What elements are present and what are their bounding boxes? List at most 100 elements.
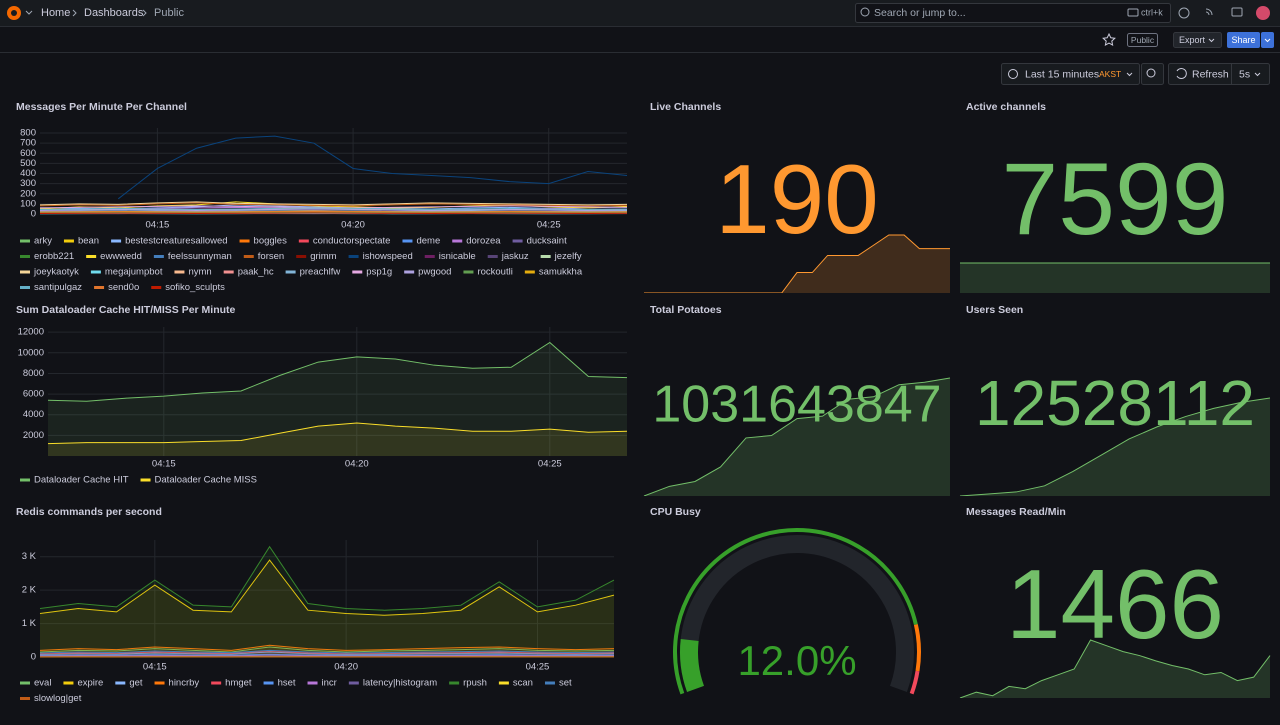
legend-label[interactable]: ishowspeed [363, 251, 413, 262]
series-line [40, 212, 627, 213]
legend-label[interactable]: conductorspectate [313, 236, 391, 247]
y-tick-label: 8000 [23, 368, 44, 379]
refresh-interval[interactable]: 5s [1239, 68, 1250, 80]
legend-label[interactable]: preachlfw [300, 267, 341, 278]
y-tick-label: 500 [20, 158, 36, 169]
legend-label[interactable]: expire [77, 678, 103, 689]
search-placeholder: Search or jump to... [874, 7, 966, 19]
y-tick-label: 3 K [22, 551, 37, 562]
legend-label[interactable]: grimm [310, 251, 336, 262]
legend-label[interactable]: hmget [225, 678, 252, 689]
x-tick-label: 04:15 [143, 662, 167, 673]
y-tick-label: 800 [20, 128, 36, 139]
legend-label[interactable]: bean [78, 236, 99, 247]
sparkline-area [960, 263, 1270, 293]
legend-label[interactable]: jaskuz [501, 251, 529, 262]
time-range[interactable]: Last 15 minutes [1025, 68, 1099, 80]
legend-label[interactable]: feelssunnyman [168, 251, 232, 262]
panel-title: Sum Dataloader Cache HIT/MISS Per Minute [16, 304, 236, 316]
search-shortcut: ctrl+k [1141, 7, 1163, 17]
panel-title: Total Potatoes [650, 304, 722, 316]
public-badge-label: Public [1131, 35, 1155, 45]
legend-label[interactable]: eval [34, 678, 51, 689]
stat-value: 7599 [1002, 142, 1229, 256]
legend-label[interactable]: get [129, 678, 143, 689]
x-tick-label: 04:20 [345, 459, 369, 470]
y-tick-label: 4000 [23, 409, 44, 420]
y-tick-label: 0 [31, 209, 36, 220]
legend-label[interactable]: scan [513, 678, 533, 689]
legend-label[interactable]: ducksaint [527, 236, 567, 247]
legend-label[interactable]: pwgood [418, 267, 451, 278]
refresh-label[interactable]: Refresh [1192, 68, 1229, 80]
y-tick-label: 2 K [22, 585, 37, 596]
legend-label[interactable]: sofiko_sculpts [165, 282, 225, 293]
legend-label[interactable]: bestestcreaturesallowed [125, 236, 227, 247]
legend-label[interactable]: incr [322, 678, 337, 689]
y-tick-label: 10000 [18, 347, 44, 358]
legend-label[interactable]: samukkha [539, 267, 583, 278]
y-tick-label: 300 [20, 178, 36, 189]
y-tick-label: 400 [20, 168, 36, 179]
stat-value: 1031643847 [652, 376, 941, 434]
legend-label[interactable]: nymn [188, 267, 211, 278]
panel-title: Redis commands per second [16, 506, 162, 518]
legend-label[interactable]: deme [416, 236, 440, 247]
breadcrumb-current: Public [154, 7, 184, 19]
legend-label[interactable]: jezelfy [554, 251, 582, 262]
legend-label[interactable]: slowlog|get [34, 693, 82, 704]
panel-title: Messages Read/Min [966, 506, 1066, 518]
legend-label[interactable]: rpush [463, 678, 487, 689]
legend-label[interactable]: psp1g [366, 267, 392, 278]
stat-value: 12528112 [975, 367, 1255, 439]
y-tick-label: 0 [31, 652, 36, 663]
legend-label[interactable]: paak_hc [238, 267, 274, 278]
legend-label[interactable]: forsen [258, 251, 284, 262]
x-tick-label: 04:25 [538, 459, 562, 470]
share-dropdown[interactable] [1261, 32, 1274, 48]
zoom-out-button[interactable] [1142, 64, 1164, 85]
legend-label[interactable]: santipulgaz [34, 282, 82, 293]
stat-value: 190 [715, 144, 879, 254]
x-tick-label: 04:25 [537, 220, 561, 231]
legend-label[interactable]: boggles [254, 236, 288, 247]
panel-title: Active channels [966, 101, 1046, 113]
y-tick-label: 700 [20, 138, 36, 149]
legend-label[interactable]: hset [278, 678, 296, 689]
y-tick-label: 12000 [18, 327, 44, 338]
export-label[interactable]: Export [1179, 35, 1206, 45]
logo-core [11, 10, 17, 16]
legend-label[interactable]: dorozea [466, 236, 501, 247]
legend-label[interactable]: Dataloader Cache HIT [34, 475, 129, 486]
gauge-value: 12.0% [737, 637, 856, 684]
panel-title: Messages Per Minute Per Channel [16, 101, 187, 113]
y-tick-label: 200 [20, 188, 36, 199]
breadcrumb[interactable]: Home [41, 7, 70, 19]
panel-title: Users Seen [966, 304, 1023, 316]
breadcrumb[interactable]: Dashboards [84, 7, 144, 19]
legend-label[interactable]: send0o [108, 282, 139, 293]
legend-label[interactable]: rockoutli [477, 267, 512, 278]
legend-label[interactable]: hincrby [169, 678, 200, 689]
share-label[interactable]: Share [1231, 35, 1255, 45]
y-tick-label: 1 K [22, 618, 37, 629]
legend-label[interactable]: latency|histogram [363, 678, 437, 689]
legend-label[interactable]: erobb221 [34, 251, 74, 262]
legend-label[interactable]: ewwwedd [100, 251, 142, 262]
x-tick-label: 04:25 [526, 662, 550, 673]
x-tick-label: 04:20 [334, 662, 358, 673]
legend-label[interactable]: isnicable [439, 251, 476, 262]
panel-title: CPU Busy [650, 506, 701, 518]
legend-label[interactable]: set [559, 678, 572, 689]
stat-value: 1466 [1006, 549, 1224, 659]
legend-label[interactable]: joeykaotyk [33, 267, 79, 278]
x-tick-label: 04:15 [146, 220, 170, 231]
timezone: AKST [1099, 69, 1121, 79]
user-avatar[interactable] [1256, 6, 1270, 20]
legend-label[interactable]: Dataloader Cache MISS [155, 475, 257, 486]
legend-label[interactable]: arky [34, 236, 52, 247]
y-tick-label: 2000 [23, 430, 44, 441]
legend-label[interactable]: megajumpbot [105, 267, 163, 278]
